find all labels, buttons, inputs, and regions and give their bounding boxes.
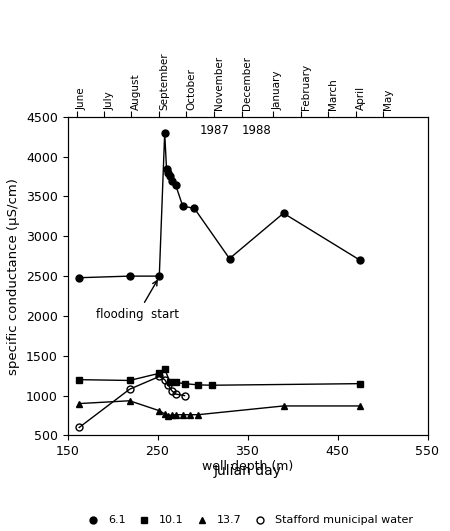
Y-axis label: specific conductance (μS/cm): specific conductance (μS/cm) <box>7 178 20 374</box>
X-axis label: Julian day: Julian day <box>213 464 282 478</box>
Text: well depth (m): well depth (m) <box>202 460 293 473</box>
Text: 1988: 1988 <box>242 124 271 138</box>
Text: 1987: 1987 <box>199 124 229 138</box>
Legend: 6.1, 10.1, 13.7, Stafford municipal water: 6.1, 10.1, 13.7, Stafford municipal wate… <box>82 516 413 526</box>
Text: flooding  start: flooding start <box>96 281 179 321</box>
